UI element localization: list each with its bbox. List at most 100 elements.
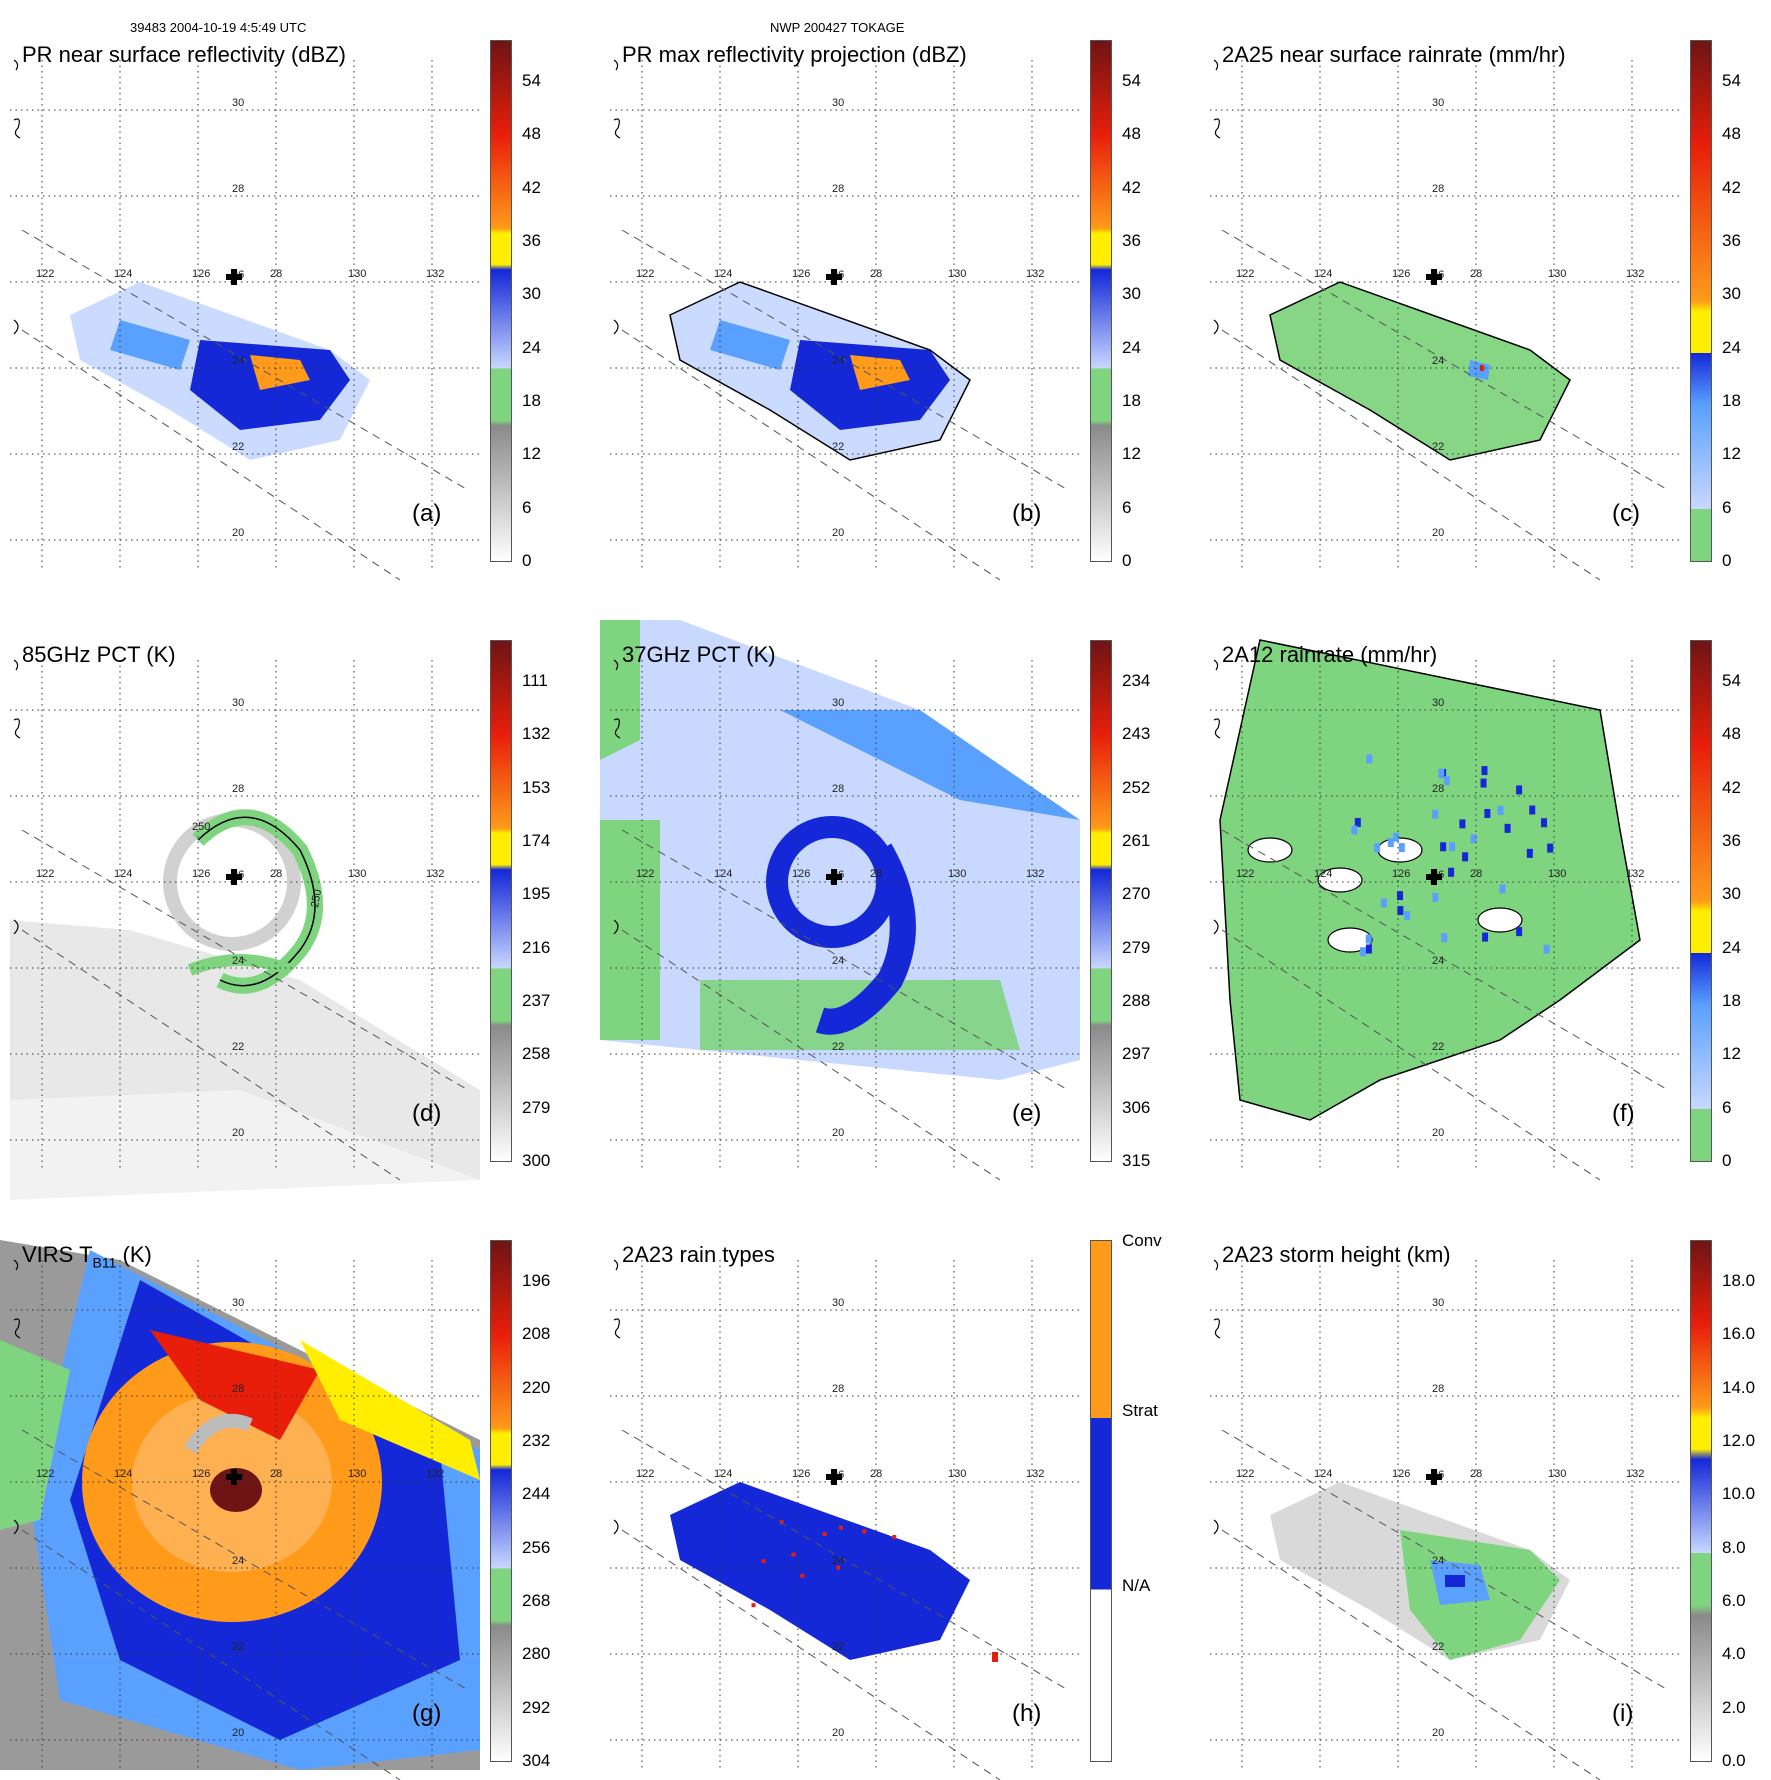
colorbar-value: 208 [522,1324,551,1344]
lat-tick-label: 30 [832,1297,844,1309]
colorbar-value: 24 [1722,337,1741,357]
swath-edge-line [21,1429,469,1691]
colorbar-value: 30 [522,284,541,304]
panel-letter: (g) [412,1700,442,1727]
lon-tick-label: 122 [36,268,54,280]
lat-tick-label: 20 [232,527,244,539]
colorbar-value: 12.0 [1722,1431,1756,1450]
swath-edge-line [1221,329,1601,581]
coastline [1213,659,1221,935]
storm-center-marker [826,269,842,285]
lat-tick-label: 24 [1432,955,1444,967]
lat-tick-label: 20 [232,1727,244,1739]
lon-tick-label: 28 [1470,1468,1482,1480]
colorbar-value: 12 [522,444,541,464]
coastline [13,659,21,935]
colorbar-value: 132 [522,724,551,744]
colorbar-value: 24 [1122,337,1141,357]
colorbar-value: 292 [522,1697,551,1717]
map-canvas: 12212412628130132302826242220 [1210,1259,1680,1780]
colorbar-value: 6 [1722,497,1732,517]
lon-tick-label: 122 [36,1468,54,1480]
lat-tick-label: 24 [1432,355,1444,367]
colorbar-value: 279 [1122,937,1151,957]
title-main: VIRS T [22,1242,93,1267]
lat-tick-label: 28 [832,1383,844,1395]
lon-tick-label: 132 [426,868,444,880]
map-panel-c: 122124126281301323028262422202A25 near s… [1200,20,1760,581]
lat-tick-label: 22 [832,1641,844,1653]
panel-letter: (a) [412,500,442,527]
colorbar-value: 6 [1122,497,1132,517]
colorbar-value: 36 [1122,231,1141,250]
colorbar-value: 244 [522,1484,551,1504]
lon-tick-label: 130 [948,268,966,280]
panel-letter: (e) [1012,1100,1042,1127]
lat-tick-label: 24 [832,355,844,367]
orbit-time-header: 39483 2004-10-19 4:5:49 UTC [130,20,307,35]
coastline [613,659,621,935]
colorbar-value: 270 [1122,884,1151,904]
lat-tick-label: 20 [832,1127,844,1139]
colorbar-value: 0 [1722,551,1732,570]
colorbar-value: 280 [522,1644,551,1664]
lat-tick-label: 22 [1432,1041,1444,1053]
lat-tick-label: 30 [1432,1297,1444,1309]
map-canvas: 12212412628130132302826242220 [0,1240,480,1780]
colorbar-value: 36 [1722,231,1741,250]
colorbar-value: 252 [1122,777,1151,797]
lat-tick-label: 22 [232,1041,244,1053]
swath-edge-line [21,829,469,1091]
storm-center-marker [226,269,242,285]
stratiform-area [670,1482,970,1660]
map-panel-i: 122124126281301323028262422202A23 storm … [1200,1220,1760,1780]
colorbar-value: 234 [1122,671,1151,690]
colorbar-value: 258 [522,1044,551,1064]
map-canvas: 12212412628130132302826242220 [10,59,480,581]
colorbar-value: 36 [1722,831,1741,850]
panel-letter: (f) [1612,1100,1635,1127]
colorbar-value: 153 [522,777,551,797]
swath-edge-line [1221,929,1601,1181]
colorbar-value: 30 [1122,284,1141,304]
lat-tick-label: 20 [1432,527,1444,539]
coastline [1213,59,1221,335]
lon-tick-label: 130 [1548,268,1566,280]
swath-edge-line [21,929,401,1181]
lon-tick-label: 122 [1236,868,1254,880]
lat-tick-label: 30 [832,697,844,709]
colorbar-value: 48 [1122,124,1141,144]
lon-tick-label: 28 [270,268,282,280]
colorbar [1690,640,1712,1162]
lat-tick-label: 30 [232,697,244,709]
title-unit: (K) [116,1242,152,1267]
colorbar-value: 237 [522,991,551,1010]
lon-tick-label: 28 [1470,268,1482,280]
colorbar-value: 300 [522,1151,551,1170]
lat-tick-label: 28 [232,183,244,195]
lon-tick-label: 126 [1392,868,1410,880]
lon-tick-label: 130 [1548,868,1566,880]
lat-tick-label: 28 [1432,783,1444,795]
panel-letter: (h) [1012,1700,1042,1727]
colorbar-value: Strat [1122,1401,1158,1420]
coastline [13,1259,21,1535]
colorbar-value: 18 [1722,391,1741,410]
colorbar [1690,40,1712,562]
colorbar-value: 261 [1122,831,1151,850]
lat-tick-label: 22 [1432,1641,1444,1653]
lat-tick-label: 24 [232,1555,244,1567]
lon-tick-label: 126 [792,268,810,280]
lon-tick-label: 126 [1392,1468,1410,1480]
coastline [613,1259,621,1535]
map-panel-f: 122124126281301323028262422202A12 rainra… [1200,620,1760,1181]
panel-letter: (b) [1012,500,1042,527]
panel-title: 37GHz PCT (K) [622,642,776,667]
lon-tick-label: 132 [1026,268,1044,280]
colorbar-value: 42 [1722,777,1741,797]
colorbar-value: N/A [1122,1576,1151,1595]
swath-edge-line [621,1429,1069,1691]
lon-tick-label: 126 [192,868,210,880]
lon-tick-label: 124 [114,1468,132,1480]
panel-letter: (c) [1612,500,1640,527]
